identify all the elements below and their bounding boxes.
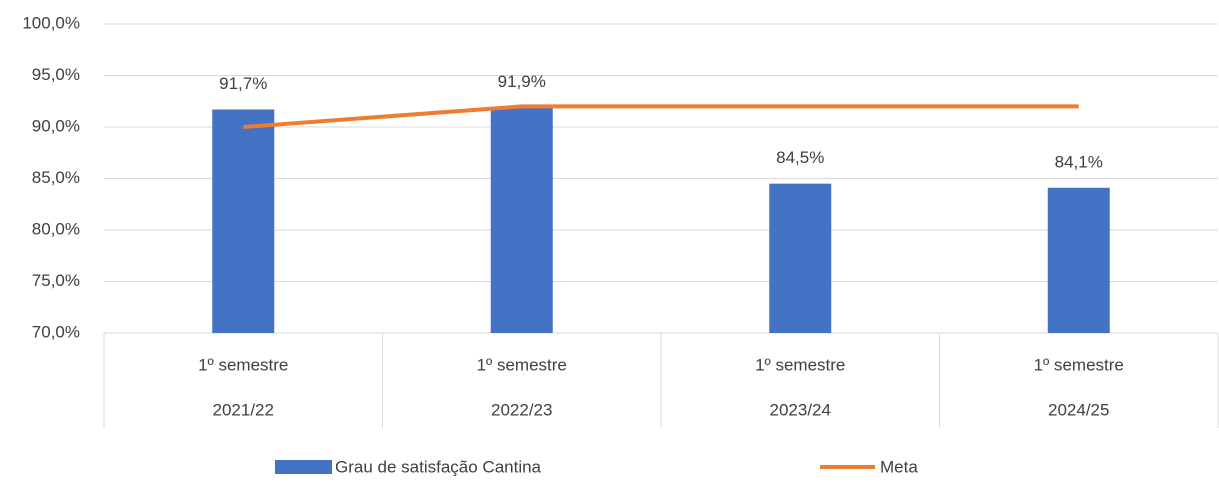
x-group-label: 2021/22	[213, 400, 274, 419]
x-tick-label: 1º semestre	[198, 355, 288, 374]
bar	[1047, 187, 1110, 333]
y-tick-label: 70,0%	[32, 322, 80, 341]
x-group-label: 2023/24	[770, 400, 831, 419]
y-tick-label: 80,0%	[32, 219, 80, 238]
legend-label: Grau de satisfação Cantina	[335, 457, 542, 476]
bar	[490, 107, 553, 334]
x-tick-label: 1º semestre	[1034, 355, 1124, 374]
line	[243, 104, 1079, 129]
data-label: 84,1%	[1055, 152, 1103, 171]
data-label: 84,5%	[776, 148, 824, 167]
legend-swatch	[275, 460, 332, 474]
data-label: 91,9%	[498, 72, 546, 91]
y-tick-label: 95,0%	[32, 65, 80, 84]
y-tick-label: 100,0%	[22, 13, 80, 32]
y-tick-label: 85,0%	[32, 168, 80, 187]
data-label: 91,7%	[219, 74, 267, 93]
x-group-label: 2022/23	[491, 400, 552, 419]
x-group-label: 2024/25	[1048, 400, 1109, 419]
legend-label: Meta	[880, 457, 918, 476]
y-tick-label: 75,0%	[32, 271, 80, 290]
bar	[212, 109, 275, 334]
bar	[769, 183, 832, 333]
x-tick-label: 1º semestre	[755, 355, 845, 374]
y-tick-label: 90,0%	[32, 116, 80, 135]
x-tick-label: 1º semestre	[477, 355, 567, 374]
